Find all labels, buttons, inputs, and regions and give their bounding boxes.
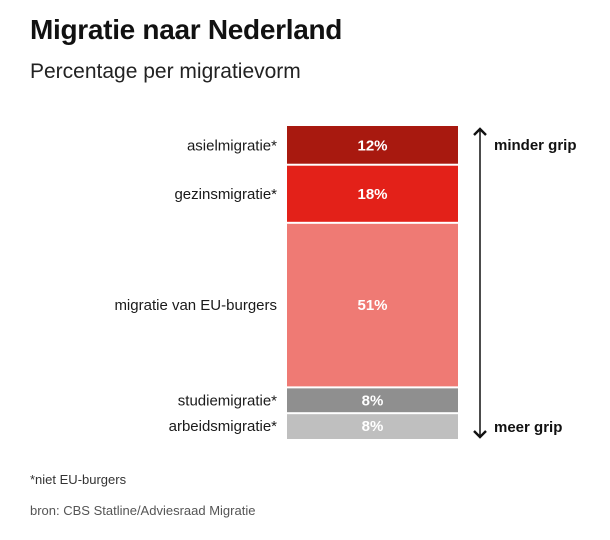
category-label: studiemigratie* [178,392,277,409]
bar-segment [287,223,458,387]
data-label: 8% [362,392,384,409]
bar-segment [287,414,458,439]
bar-segment [287,126,458,164]
data-label: 12% [357,137,387,154]
category-label: arbeidsmigratie* [169,418,278,435]
minder-grip-label: minder grip [494,137,577,154]
data-label: 8% [362,418,384,435]
data-label: 51% [357,297,387,314]
bar-segments: 12% asielmigratie* 18% gezinsmigratie* 51% mi… [114,126,458,439]
bar-segment [287,165,458,222]
source-note: bron: CBS Statline/Adviesraad Migratie [30,503,256,518]
chart-subtitle: Percentage per migratievorm [30,60,301,83]
bar-segment [287,388,458,413]
chart-title: Migratie naar Nederland [30,14,343,45]
category-label: migratie van EU-burgers [114,297,277,314]
footnote: *niet EU-burgers [30,472,127,487]
meer-grip-label: meer grip [494,419,562,436]
category-label: asielmigratie* [187,137,277,154]
data-label: 18% [357,186,387,203]
category-label: gezinsmigratie* [174,186,277,203]
